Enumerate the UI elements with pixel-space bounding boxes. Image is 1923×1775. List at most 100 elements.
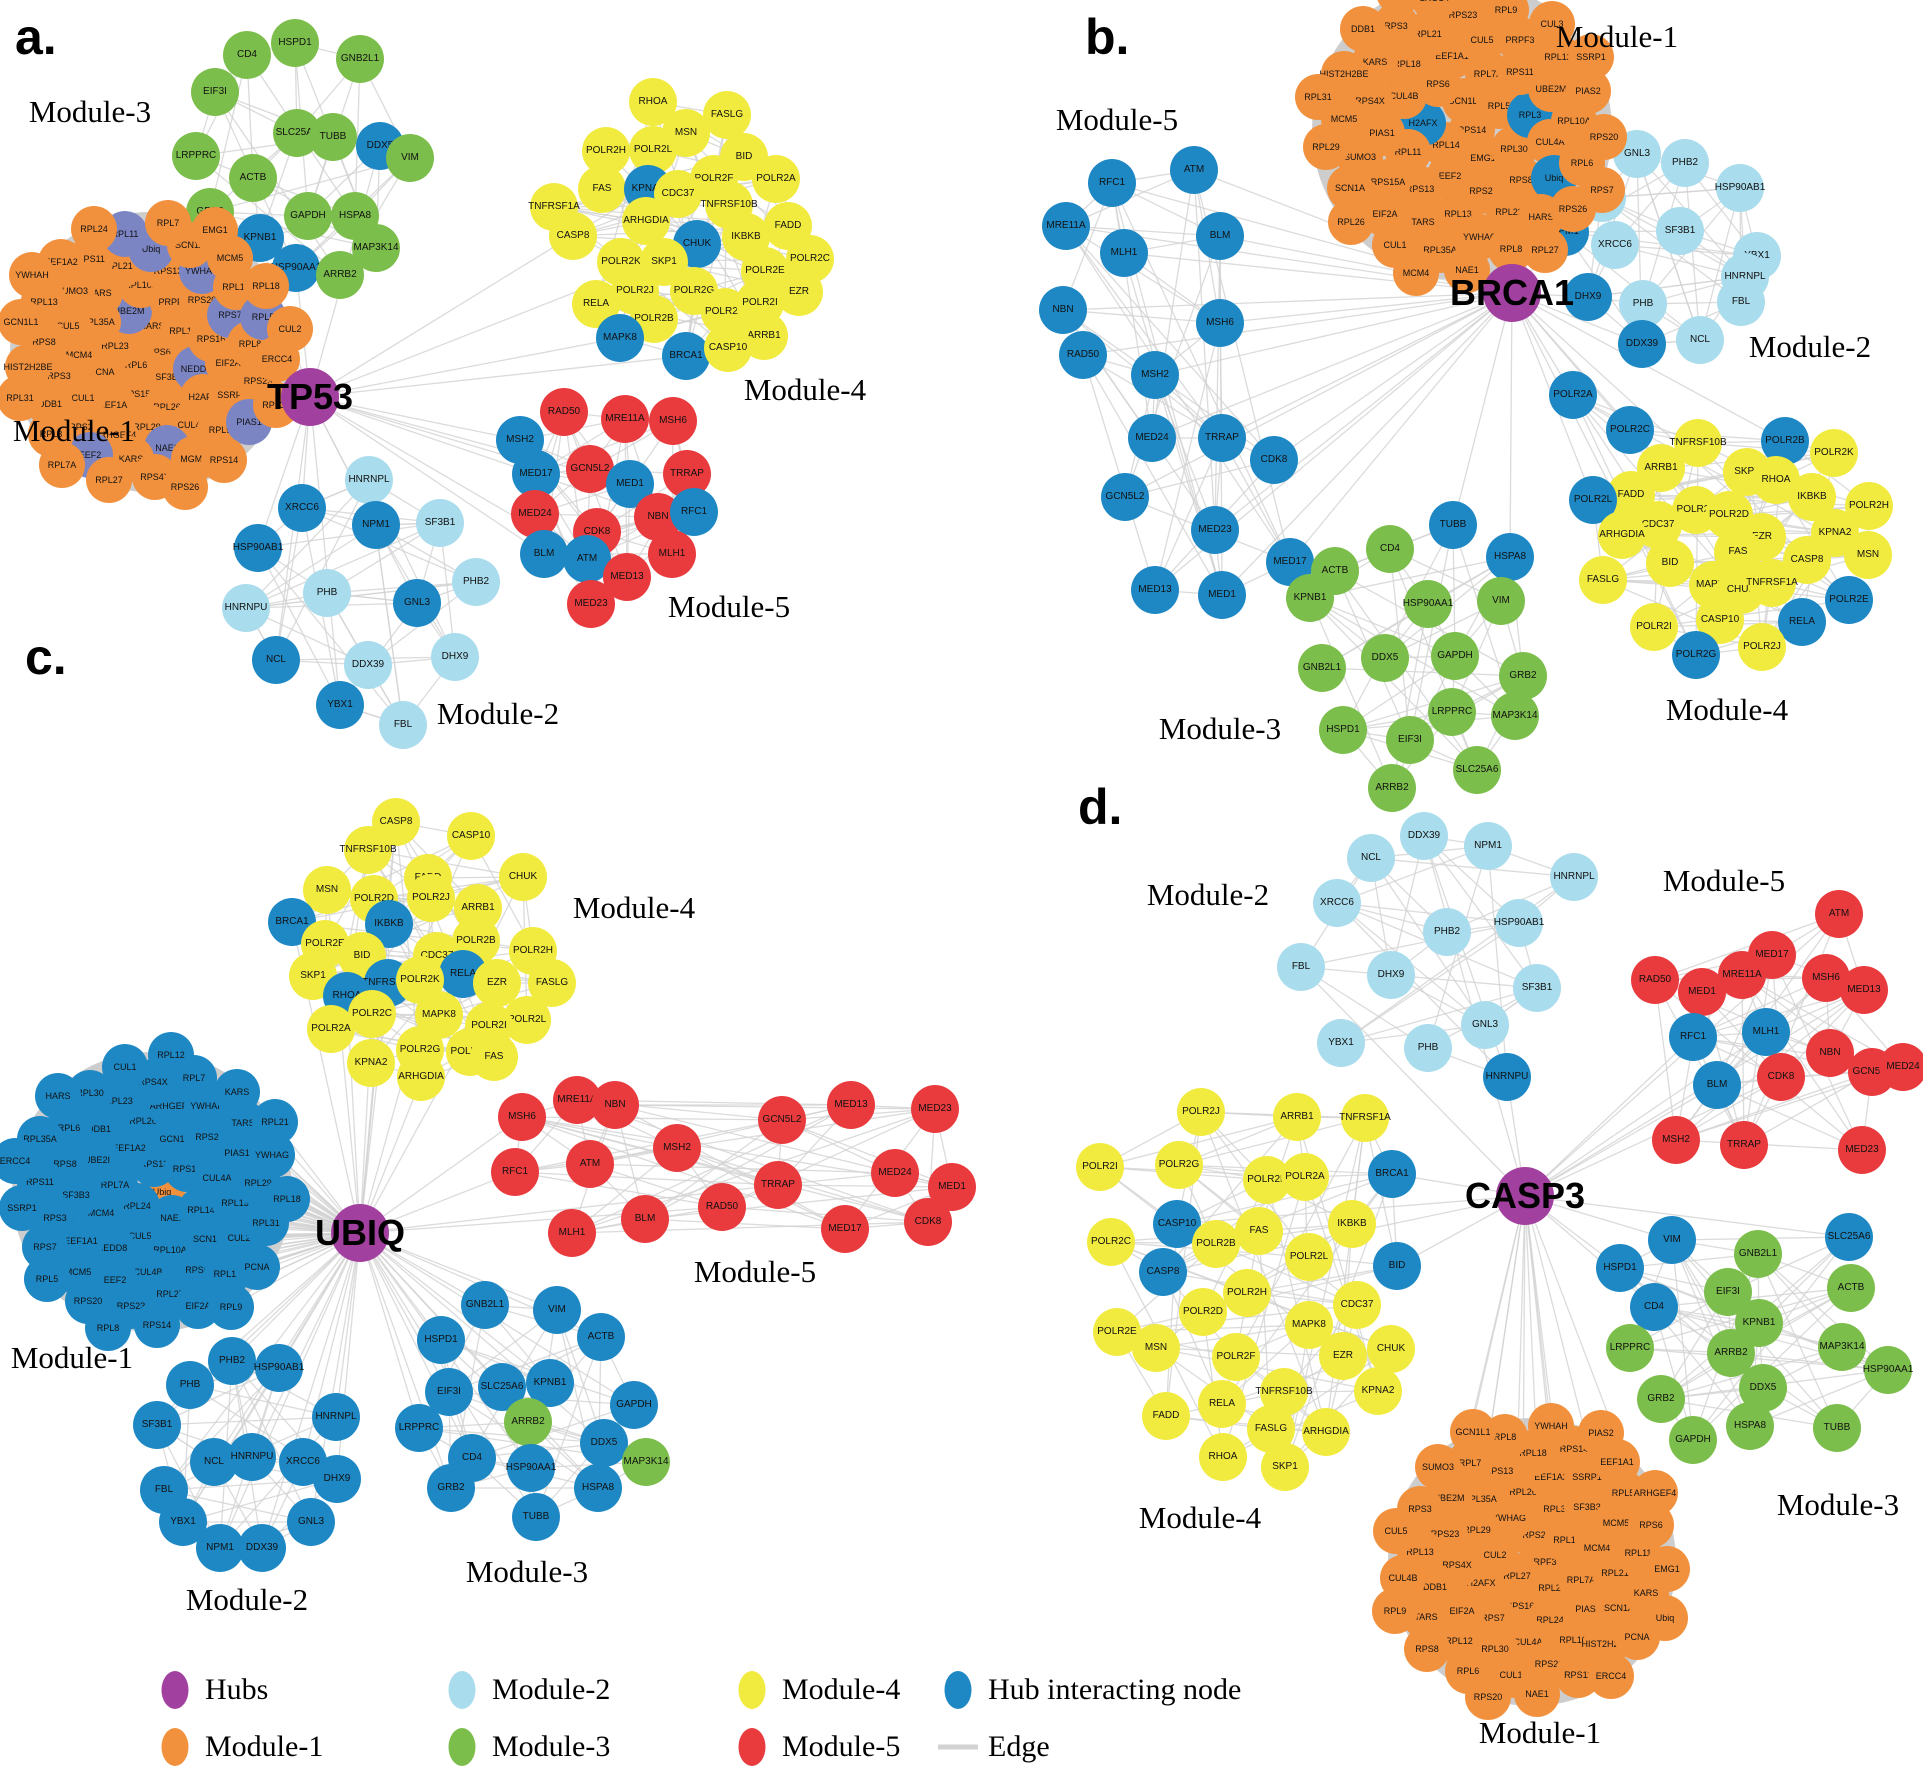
node-VIM[interactable]: VIM: [1477, 577, 1525, 625]
node-ARHGEF4[interactable]: ARHGEF4: [1632, 1470, 1678, 1516]
node-BLM[interactable]: BLM: [520, 530, 568, 578]
node-GCN5L2[interactable]: GCN5L2: [1101, 473, 1149, 521]
node-SUMO3[interactable]: SUMO3: [1415, 1444, 1461, 1490]
node-POLR2G[interactable]: POLR2G: [1672, 631, 1720, 679]
node-MSN[interactable]: MSN: [1844, 531, 1892, 579]
node-BID[interactable]: BID: [1373, 1242, 1421, 1290]
node-HNRNPU[interactable]: HNRNPU: [228, 1433, 276, 1481]
node-CDK8[interactable]: CDK8: [1757, 1053, 1805, 1101]
node-EIF3I[interactable]: EIF3I: [1386, 716, 1434, 764]
node-POLR2I[interactable]: POLR2I: [1630, 603, 1678, 651]
node-MSH6[interactable]: MSH6: [649, 397, 697, 445]
node-RAD50[interactable]: RAD50: [698, 1183, 746, 1231]
node-FAS[interactable]: FAS: [470, 1033, 518, 1081]
node-KARS[interactable]: KARS: [214, 1069, 260, 1115]
node-HSP90AB1[interactable]: HSP90AB1: [1715, 164, 1765, 212]
node-MED1[interactable]: MED1: [1678, 968, 1726, 1016]
node-MLH1[interactable]: MLH1: [1100, 229, 1148, 277]
node-RPL24[interactable]: RPL24: [1459, 0, 1505, 9]
node-RFC1[interactable]: RFC1: [1088, 159, 1136, 207]
node-RPL27[interactable]: RPL27: [1522, 227, 1568, 273]
node-ACTB[interactable]: ACTB: [1827, 1264, 1875, 1312]
node-GNL3[interactable]: GNL3: [393, 579, 441, 627]
node-MRE11A[interactable]: MRE11A: [601, 395, 649, 443]
node-CHUK[interactable]: CHUK: [1367, 1325, 1415, 1373]
node-MED23[interactable]: MED23: [911, 1085, 959, 1133]
node-FBL[interactable]: FBL: [379, 701, 427, 749]
node-VIM[interactable]: VIM: [386, 134, 434, 182]
node-RFC1[interactable]: RFC1: [491, 1148, 539, 1196]
node-MSN[interactable]: MSN: [1132, 1324, 1180, 1372]
node-GRB2[interactable]: GRB2: [1637, 1375, 1685, 1423]
node-RPL18[interactable]: RPL18: [243, 263, 289, 309]
node-POLR2H[interactable]: POLR2H: [1223, 1269, 1271, 1317]
node-RELA[interactable]: RELA: [1778, 598, 1826, 646]
node-NPM1[interactable]: NPM1: [352, 501, 400, 549]
node-CASP10[interactable]: CASP10: [447, 812, 495, 860]
node-RAD50[interactable]: RAD50: [1059, 331, 1107, 379]
node-GAPDH[interactable]: GAPDH: [1669, 1416, 1717, 1464]
node-MAP3K14[interactable]: MAP3K14: [1491, 692, 1539, 740]
node-RPL27[interactable]: RPL27: [86, 457, 132, 503]
node-YBX1[interactable]: YBX1: [316, 681, 364, 729]
node-NPM1[interactable]: NPM1: [196, 1524, 244, 1572]
node-ARHGDIA[interactable]: ARHGDIA: [1598, 511, 1646, 559]
node-POLR2C[interactable]: POLR2C: [1606, 406, 1654, 454]
node-CD4[interactable]: CD4: [223, 31, 271, 79]
node-RPS14[interactable]: RPS14: [201, 437, 247, 483]
node-MED1[interactable]: MED1: [1198, 571, 1246, 619]
node-MSH6[interactable]: MSH6: [1196, 299, 1244, 347]
node-MED13[interactable]: MED13: [1840, 966, 1888, 1014]
node-PHB2[interactable]: PHB2: [452, 558, 500, 606]
node-HSPA8[interactable]: HSPA8: [1726, 1402, 1774, 1450]
node-ATM[interactable]: ATM: [566, 1140, 614, 1188]
node-PHB[interactable]: PHB: [1404, 1024, 1452, 1072]
node-PHB2[interactable]: PHB2: [1661, 139, 1709, 187]
node-CDK8[interactable]: CDK8: [1250, 436, 1298, 484]
node-VIM[interactable]: VIM: [1648, 1216, 1696, 1264]
node-MED13[interactable]: MED13: [1131, 566, 1179, 614]
node-POLR2J[interactable]: POLR2J: [1738, 623, 1786, 671]
node-TRRAP[interactable]: TRRAP: [754, 1161, 802, 1209]
node-MSH2[interactable]: MSH2: [1652, 1116, 1700, 1164]
node-BLM[interactable]: BLM: [621, 1195, 669, 1243]
node-BLM[interactable]: BLM: [1693, 1061, 1741, 1109]
node-PIAS2[interactable]: PIAS2: [1578, 1410, 1624, 1456]
node-HSPD1[interactable]: HSPD1: [1319, 706, 1367, 754]
node-HSPA8[interactable]: HSPA8: [574, 1464, 622, 1512]
node-KPNA2[interactable]: KPNA2: [347, 1039, 395, 1087]
node-MED24[interactable]: MED24: [1128, 414, 1176, 462]
node-FAS[interactable]: FAS: [1235, 1207, 1283, 1255]
node-RPL9[interactable]: RPL9: [208, 1284, 254, 1330]
node-MED17[interactable]: MED17: [821, 1205, 869, 1253]
node-POLR2K[interactable]: POLR2K: [1810, 429, 1858, 477]
node-RPL31[interactable]: RPL31: [1295, 74, 1341, 120]
node-DDX39[interactable]: DDX39: [344, 641, 392, 689]
node-HSP90AB1[interactable]: HSP90AB1: [1494, 899, 1544, 947]
node-TUBB[interactable]: TUBB: [1813, 1404, 1861, 1452]
node-DDX39[interactable]: DDX39: [1400, 812, 1448, 860]
node-MED23[interactable]: MED23: [1191, 506, 1239, 554]
node-RFC1[interactable]: RFC1: [1669, 1013, 1717, 1061]
node-ARRB2[interactable]: ARRB2: [504, 1398, 552, 1446]
node-HSP90AA1[interactable]: HSP90AA1: [506, 1444, 556, 1492]
node-NCL[interactable]: NCL: [1676, 316, 1724, 364]
node-MSH2[interactable]: MSH2: [653, 1124, 701, 1172]
node-ATM[interactable]: ATM: [1170, 146, 1218, 194]
node-RPS7[interactable]: RPS7: [1579, 167, 1625, 213]
node-GCN1L1[interactable]: GCN1L1: [0, 299, 44, 345]
hub-node-UBIQ[interactable]: [331, 1204, 389, 1262]
node-PCNA[interactable]: PCNA: [234, 1244, 280, 1290]
node-CUL5[interactable]: CUL5: [1373, 1508, 1419, 1554]
node-CASP8[interactable]: CASP8: [1139, 1248, 1187, 1296]
node-POLR2J[interactable]: POLR2J: [407, 874, 455, 922]
node-GAPDH[interactable]: GAPDH: [610, 1381, 658, 1429]
node-CD4[interactable]: CD4: [1366, 525, 1414, 573]
node-POLR2A[interactable]: POLR2A: [1281, 1153, 1329, 1201]
node-RELA[interactable]: RELA: [1198, 1380, 1246, 1428]
node-CASP10[interactable]: CASP10: [704, 324, 752, 372]
node-MSH2[interactable]: MSH2: [1131, 351, 1179, 399]
hub-node-CASP3[interactable]: [1496, 1167, 1554, 1225]
node-MED23[interactable]: MED23: [1838, 1126, 1886, 1174]
node-TNFRSF10B[interactable]: TNFRSF10B: [339, 826, 397, 874]
